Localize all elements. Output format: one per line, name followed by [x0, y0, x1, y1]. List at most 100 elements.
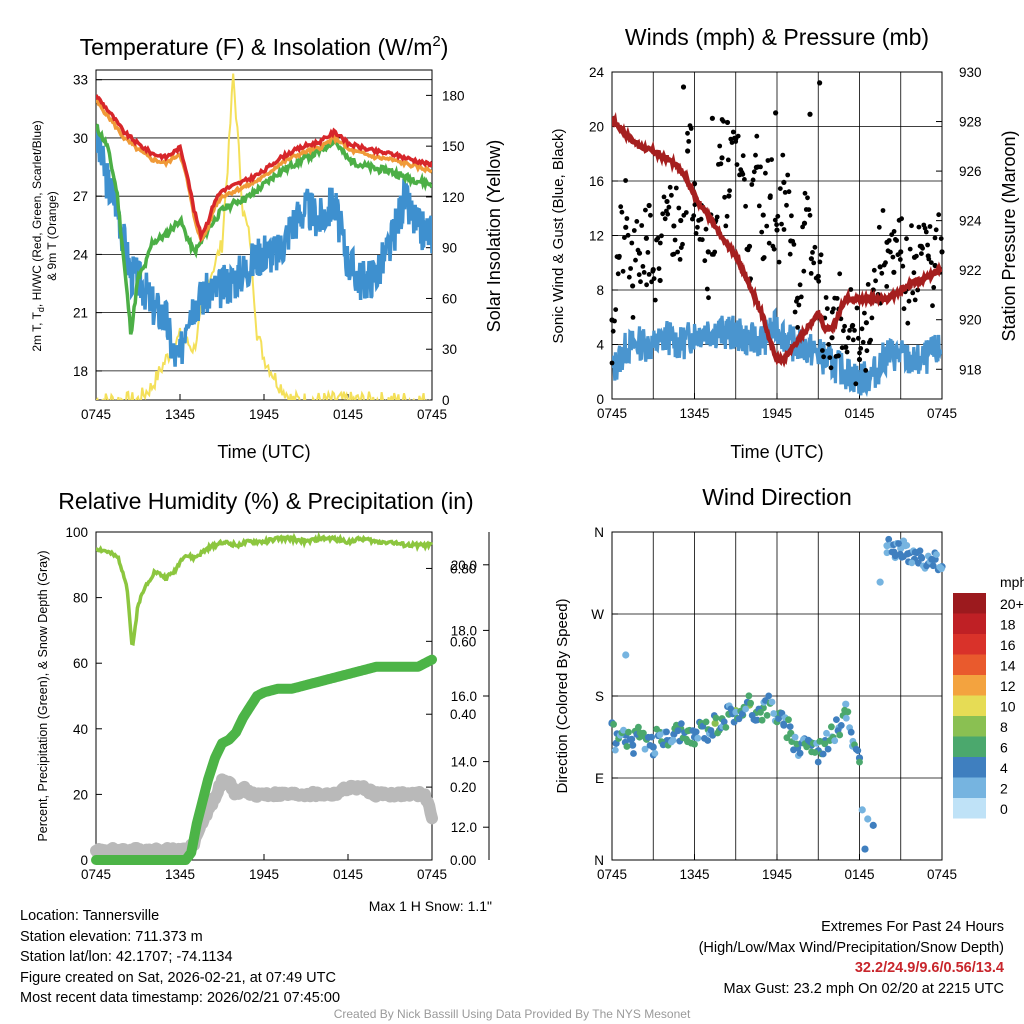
snow-tick-label: 20.0	[451, 558, 477, 573]
direction-point	[861, 845, 869, 853]
direction-point	[682, 735, 690, 743]
gust-point	[609, 360, 615, 366]
gust-point	[754, 133, 760, 139]
gust-point	[869, 315, 875, 321]
gust-point	[854, 305, 860, 311]
gust-point	[705, 249, 711, 255]
gust-point	[656, 266, 662, 271]
direction-point	[933, 551, 940, 558]
x-tick-label: 0145	[333, 407, 363, 422]
y-axis-label-part: , HI/WC (Red, Green, Scarlet/Blue)	[30, 120, 44, 307]
gust-point	[661, 194, 667, 200]
gust-point	[714, 214, 720, 220]
plot-frame	[95, 69, 433, 401]
gust-point	[699, 237, 705, 243]
gust-point	[811, 260, 817, 266]
gust-point	[618, 204, 624, 210]
direction-point	[663, 728, 670, 736]
gust-point	[721, 118, 726, 124]
direction-point	[814, 758, 822, 766]
title-superscript: 2	[432, 33, 440, 50]
gust-point	[718, 161, 724, 167]
gust-point	[686, 139, 692, 144]
gust-point	[648, 212, 653, 218]
gust-point	[709, 115, 715, 121]
direction-point	[842, 700, 850, 708]
direction-point	[648, 733, 655, 741]
extremes-values: 32.2/24.9/9.6/0.56/13.4	[854, 960, 1004, 976]
gust-point	[858, 346, 864, 351]
direction-point	[785, 716, 792, 724]
y-axis-label: 2m T, Td, HI/WC (Red, Green, Scarlet/Blu…	[30, 120, 46, 351]
gust-point	[925, 242, 930, 248]
direction-point	[831, 737, 839, 745]
x-tick-label: 0745	[597, 867, 627, 882]
direction-point	[640, 729, 647, 737]
gust-point	[894, 238, 899, 243]
y2-tick-label: 90	[442, 241, 457, 256]
gust-point	[836, 353, 841, 359]
gust-point	[888, 249, 893, 255]
gust-point	[727, 188, 732, 194]
direction-point	[677, 720, 685, 727]
gust-point	[821, 354, 826, 360]
gust-point	[735, 133, 741, 139]
gust-point	[759, 229, 765, 235]
gust-point	[625, 232, 631, 238]
station-elevation: Station elevation: 711.373 m	[20, 928, 203, 945]
snow-tick-label: 16.0	[451, 689, 477, 704]
gust-point	[630, 283, 636, 289]
gust-point	[764, 223, 770, 229]
direction-point	[735, 715, 743, 723]
gust-point	[841, 328, 846, 334]
gust-point	[800, 224, 805, 230]
direction-point	[758, 716, 766, 724]
gust-point	[868, 337, 873, 343]
gust-point	[644, 282, 649, 288]
gust-point	[698, 216, 704, 222]
y2-tick-label: 922	[959, 263, 982, 278]
gust-point	[932, 262, 938, 269]
gust-point	[909, 223, 914, 229]
gust-point	[817, 259, 823, 265]
gust-point	[730, 129, 736, 135]
gust-point	[801, 268, 807, 274]
gust-point	[772, 217, 778, 223]
y-axis-label: Percent, Precipitation (Green), & Snow D…	[36, 550, 50, 841]
y-tick-label: N	[594, 525, 604, 540]
direction-point	[903, 542, 911, 549]
y2-tick-label: 120	[442, 190, 465, 205]
gust-point	[671, 251, 677, 257]
series-9m-temp	[96, 99, 432, 243]
gust-point	[779, 221, 784, 227]
direction-point	[611, 746, 619, 754]
gust-point	[877, 264, 883, 270]
gust-point	[631, 228, 637, 233]
x-tick-label: 1945	[249, 867, 279, 882]
gust-point	[865, 282, 871, 287]
gust-point	[712, 249, 718, 255]
direction-point	[783, 734, 791, 742]
gust-point	[643, 207, 648, 213]
gust-point	[791, 242, 797, 247]
gust-point	[650, 268, 656, 274]
gust-point	[876, 224, 882, 230]
gust-point	[895, 252, 901, 258]
gust-point	[774, 222, 779, 228]
gust-point	[610, 328, 616, 334]
gust-point	[928, 260, 934, 265]
legend-title: mph	[1000, 574, 1024, 590]
series-precipitation	[91, 654, 437, 865]
y-tick-label: 8	[596, 283, 604, 298]
gust-point	[763, 170, 768, 176]
gust-point	[907, 246, 913, 252]
gust-point	[824, 306, 830, 311]
direction-point	[674, 727, 682, 735]
gust-point	[847, 328, 852, 333]
x-tick-label: 1345	[679, 867, 709, 882]
gust-point	[818, 252, 824, 258]
gust-point	[695, 224, 700, 230]
gust-point	[768, 193, 773, 199]
gust-point	[659, 233, 664, 239]
